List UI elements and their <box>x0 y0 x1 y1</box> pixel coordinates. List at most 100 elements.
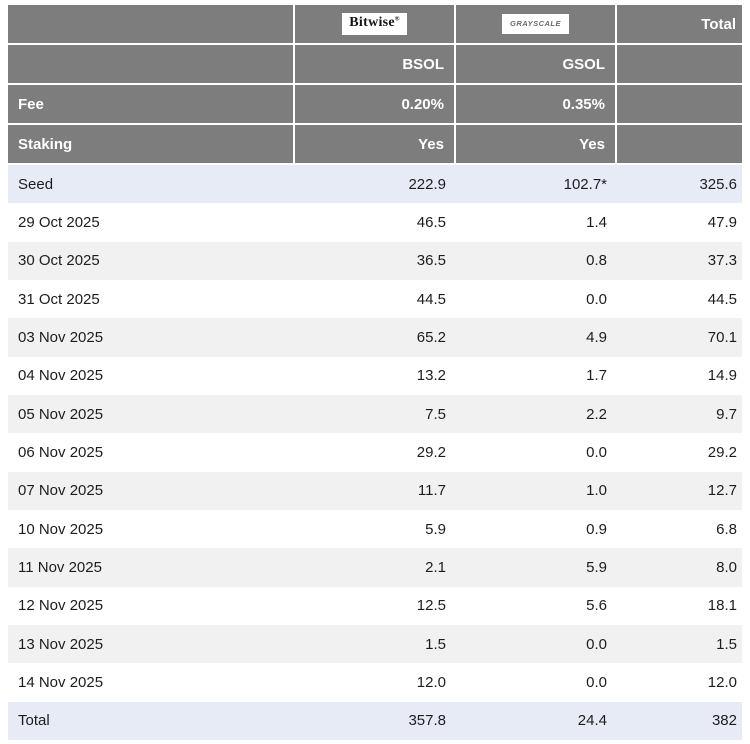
gsol-value: 102.7* <box>563 175 607 193</box>
registered-mark: ® <box>394 16 400 23</box>
fee-label: Fee <box>8 85 293 123</box>
gsol-fee: 0.35% <box>456 85 615 123</box>
sol-etf-flows-table: Bitwise® GRAYSCALE Total BSOL GSOL Fee 0… <box>8 5 742 741</box>
bsol-fee: 0.20% <box>295 85 454 123</box>
row-label: 30 Oct 2025 <box>18 252 100 270</box>
ticker-empty-cell <box>8 45 293 83</box>
total-value: 47.9 <box>707 214 737 232</box>
grayscale-logo: GRAYSCALE <box>501 14 570 34</box>
total-value: 6.8 <box>716 520 737 538</box>
total-value: 29.2 <box>707 444 737 462</box>
total-value: 37.3 <box>707 252 737 270</box>
grayscale-logo-cell: GRAYSCALE <box>456 5 615 43</box>
bsol-value: 12.0 <box>416 674 446 692</box>
table-row: 04 Nov 2025 13.2 1.7 14.9 <box>8 356 742 396</box>
gsol-value: 0.0 <box>586 290 607 308</box>
fee-total-empty-cell <box>617 85 742 123</box>
row-label: 06 Nov 2025 <box>18 444 104 462</box>
total-value: 12.7 <box>707 482 737 500</box>
row-label: 12 Nov 2025 <box>18 597 104 615</box>
gsol-value: 0.0 <box>586 444 607 462</box>
total-value: 1.5 <box>716 635 737 653</box>
table-row: 13 Nov 2025 1.5 0.0 1.5 <box>8 625 742 664</box>
bsol-value: 36.5 <box>416 252 446 270</box>
total-value: 12.0 <box>707 674 737 692</box>
bsol-value: 44.5 <box>416 290 446 308</box>
brand-row: Bitwise® GRAYSCALE Total <box>8 5 742 43</box>
row-label: 10 Nov 2025 <box>18 520 104 538</box>
bsol-value: 65.2 <box>416 329 446 347</box>
table-row: 10 Nov 2025 5.9 0.9 6.8 <box>8 510 742 549</box>
gsol-value: 0.0 <box>586 674 607 692</box>
row-label: 14 Nov 2025 <box>18 674 104 692</box>
bsol-value: 222.9 <box>408 175 446 193</box>
staking-label: Staking <box>8 125 293 163</box>
total-value: 14.9 <box>707 367 737 385</box>
row-label: 04 Nov 2025 <box>18 367 104 385</box>
gsol-value: 1.7 <box>586 367 607 385</box>
total-value: 18.1 <box>707 597 737 615</box>
bsol-value: 29.2 <box>416 444 446 462</box>
gsol-value: 5.9 <box>586 559 607 577</box>
brand-empty-cell <box>8 5 293 43</box>
gsol-value: 2.2 <box>586 405 607 423</box>
row-label: Total <box>18 712 50 730</box>
ticker-row: BSOL GSOL <box>8 45 742 83</box>
total-value: 70.1 <box>707 329 737 347</box>
gsol-value: 0.9 <box>586 520 607 538</box>
row-label: 07 Nov 2025 <box>18 482 104 500</box>
bsol-value: 5.9 <box>425 520 446 538</box>
fee-row: Fee 0.20% 0.35% <box>8 85 742 123</box>
gsol-staking: Yes <box>456 125 615 163</box>
bsol-value: 11.7 <box>417 482 446 500</box>
row-label: 13 Nov 2025 <box>18 635 104 653</box>
table-row-seed: Seed 222.9 102.7* 325.6 <box>8 165 742 204</box>
row-label: 31 Oct 2025 <box>18 290 100 308</box>
bsol-ticker: BSOL <box>295 45 454 83</box>
gsol-ticker: GSOL <box>456 45 615 83</box>
table-row: 31 Oct 2025 44.5 0.0 44.5 <box>8 280 742 319</box>
table-row: 29 Oct 2025 46.5 1.4 47.9 <box>8 203 742 242</box>
row-label: 05 Nov 2025 <box>18 405 104 423</box>
table-row: 07 Nov 2025 11.7 1.0 12.7 <box>8 471 742 511</box>
gsol-value: 24.4 <box>577 712 607 730</box>
staking-total-empty-cell <box>617 125 742 163</box>
table-row: 30 Oct 2025 36.5 0.8 37.3 <box>8 241 742 281</box>
total-column-header: Total <box>617 5 742 43</box>
table-row: 12 Nov 2025 12.5 5.6 18.1 <box>8 586 742 626</box>
total-value: 9.7 <box>716 405 737 423</box>
bsol-value: 7.5 <box>425 405 446 423</box>
staking-row: Staking Yes Yes <box>8 125 742 163</box>
gsol-value: 0.8 <box>586 252 607 270</box>
bitwise-logo: Bitwise® <box>342 13 407 35</box>
table-body: Seed 222.9 102.7* 325.6 29 Oct 2025 46.5… <box>8 165 742 741</box>
table-row: 14 Nov 2025 12.0 0.0 12.0 <box>8 663 742 702</box>
bsol-value: 46.5 <box>416 214 446 232</box>
bsol-value: 13.2 <box>416 367 446 385</box>
table-header: Bitwise® GRAYSCALE Total BSOL GSOL Fee 0… <box>8 5 742 163</box>
bitwise-logo-cell: Bitwise® <box>295 5 454 43</box>
bsol-staking: Yes <box>295 125 454 163</box>
row-label: 29 Oct 2025 <box>18 214 100 232</box>
table-row: 05 Nov 2025 7.5 2.2 9.7 <box>8 395 742 434</box>
gsol-value: 1.4 <box>586 214 607 232</box>
bsol-value: 1.5 <box>425 635 446 653</box>
table-row: 11 Nov 2025 2.1 5.9 8.0 <box>8 548 742 587</box>
total-value: 44.5 <box>707 290 737 308</box>
table-row: 06 Nov 2025 29.2 0.0 29.2 <box>8 433 742 472</box>
bsol-value: 12.5 <box>416 597 446 615</box>
gsol-value: 0.0 <box>586 635 607 653</box>
bsol-value: 2.1 <box>425 559 446 577</box>
row-label: 03 Nov 2025 <box>18 329 104 347</box>
total-value: 382 <box>711 712 737 730</box>
gsol-value: 4.9 <box>586 329 607 347</box>
bitwise-wordmark: Bitwise <box>349 15 395 31</box>
row-label: 11 Nov 2025 <box>18 559 102 577</box>
table-row: 03 Nov 2025 65.2 4.9 70.1 <box>8 318 742 357</box>
total-value: 325.6 <box>699 175 737 193</box>
ticker-total-empty-cell <box>617 45 742 83</box>
gsol-value: 1.0 <box>586 482 607 500</box>
table-row-total: Total 357.8 24.4 382 <box>8 701 742 741</box>
gsol-value: 5.6 <box>586 597 607 615</box>
bsol-value: 357.8 <box>408 712 446 730</box>
